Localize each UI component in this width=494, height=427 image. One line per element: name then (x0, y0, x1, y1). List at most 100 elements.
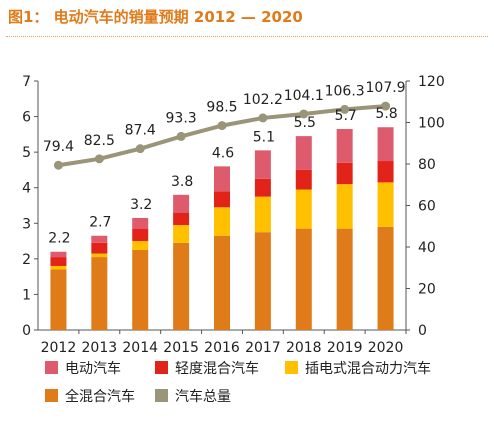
total-point (217, 121, 227, 131)
bar-segment-3 (91, 242, 108, 254)
bar-segment-1 (295, 228, 312, 330)
bar-segment-2 (173, 225, 190, 243)
bar-total-label: 3.2 (130, 197, 152, 213)
right-tick-label: 120 (418, 74, 445, 90)
x-tick-label: 2019 (327, 340, 363, 356)
right-tick-label: 20 (418, 282, 436, 298)
bar-segment-2 (336, 184, 353, 229)
bar-total-label: 5.5 (294, 115, 316, 131)
bar-segment-2 (214, 207, 230, 236)
left-tick-label: 3 (22, 216, 31, 232)
bar-total-label: 5.7 (335, 108, 357, 124)
x-tick-label: 2012 (41, 340, 77, 356)
total-line-group (53, 101, 391, 170)
bars-group (50, 127, 394, 330)
left-tick-label: 4 (22, 181, 31, 197)
x-tick-label: 2018 (286, 340, 322, 356)
bar-segment-3 (377, 161, 394, 183)
bar-total-label: 4.6 (212, 145, 234, 161)
legend-label: 插电式混合动力汽车 (305, 360, 431, 377)
bar-segment-1 (173, 242, 190, 330)
bar-segment-4 (254, 150, 271, 179)
legend-label: 轻度混合汽车 (175, 360, 259, 377)
x-tick-label: 2016 (204, 340, 240, 356)
bar-segment-4 (50, 251, 67, 258)
x-tick-label: 2014 (122, 340, 158, 356)
legend-swatch (285, 361, 298, 374)
bar-segment-3 (173, 212, 190, 226)
legend-label: 电动汽车 (65, 360, 121, 377)
bar-segment-3 (132, 228, 149, 242)
x-tick-label: 2017 (245, 340, 281, 356)
bar-segment-3 (254, 178, 271, 197)
chart-title: 图1： 电动汽车的销量预期 2012 — 2020 (8, 8, 303, 26)
total-label: 102.2 (243, 92, 283, 108)
total-point (340, 104, 350, 114)
total-label: 98.5 (206, 100, 237, 116)
bar-segment-3 (214, 191, 230, 208)
bar-segment-1 (132, 249, 149, 330)
bar-segment-4 (173, 194, 190, 213)
left-tick-label: 5 (22, 145, 31, 161)
total-label: 87.4 (125, 123, 156, 139)
legend-label: 汽车总量 (175, 388, 231, 405)
right-tick-label: 60 (418, 199, 436, 215)
chart-axes: 0 1 2 3 4 5 6 7 0 20 40 60 80 100 120 2012 2013 2014 2015 2… (22, 74, 445, 356)
bar-segment-1 (214, 235, 230, 330)
left-tick-label: 1 (22, 287, 31, 303)
total-label: 107.9 (366, 80, 406, 96)
total-label: 106.3 (325, 83, 365, 99)
left-tick-label: 6 (22, 110, 31, 126)
total-point (381, 101, 391, 111)
bar-segment-2 (132, 241, 149, 250)
bar-segment-3 (295, 169, 312, 190)
data-labels-group: 2.2 2.7 3.2 3.8 4.6 5.1 5.5 5.7 5.8 79.4 82.5 87.4 9… (43, 80, 406, 247)
total-label: 93.3 (166, 110, 197, 126)
bar-total-label: 5.1 (253, 129, 275, 145)
legend-swatch (155, 361, 168, 374)
bar-total-label: 5.8 (375, 106, 397, 122)
total-point (299, 109, 309, 119)
total-label: 79.4 (43, 139, 74, 155)
right-tick-label: 100 (418, 116, 445, 132)
bar-segment-1 (377, 226, 394, 330)
bar-segment-1 (50, 269, 67, 330)
right-tick-label: 0 (418, 323, 427, 339)
total-point (94, 154, 104, 164)
x-tick-label: 2013 (82, 340, 118, 356)
bar-segment-2 (50, 265, 67, 270)
left-tick-label: 7 (22, 74, 31, 90)
total-label: 82.5 (84, 133, 115, 149)
bar-segment-2 (254, 196, 271, 233)
bar-segment-1 (91, 257, 108, 330)
legend-swatch (45, 389, 58, 402)
total-point (135, 144, 145, 154)
bar-segment-2 (377, 182, 394, 227)
title-divider (6, 36, 488, 37)
legend-swatch (45, 361, 58, 374)
bar-total-label: 2.2 (48, 231, 70, 247)
right-tick-label: 40 (418, 240, 436, 256)
bar-segment-2 (91, 253, 108, 258)
bar-segment-3 (50, 257, 67, 266)
x-tick-label: 2015 (163, 340, 199, 356)
total-point (53, 160, 63, 170)
bar-segment-2 (295, 189, 312, 229)
bar-segment-4 (132, 217, 149, 229)
x-tick-label: 2020 (368, 340, 404, 356)
bar-segment-4 (91, 235, 108, 243)
bar-segment-4 (295, 136, 312, 170)
bar-segment-4 (336, 129, 353, 163)
bar-segment-1 (336, 228, 353, 330)
legend-swatch (155, 389, 168, 402)
bar-segment-3 (336, 162, 353, 185)
right-tick-label: 80 (418, 157, 436, 173)
left-tick-label: 2 (22, 252, 31, 268)
total-label: 104.1 (284, 88, 324, 104)
bar-total-label: 3.8 (171, 174, 193, 190)
bar-segment-1 (254, 232, 271, 330)
bar-total-label: 2.7 (89, 215, 111, 231)
bar-segment-4 (214, 166, 230, 192)
